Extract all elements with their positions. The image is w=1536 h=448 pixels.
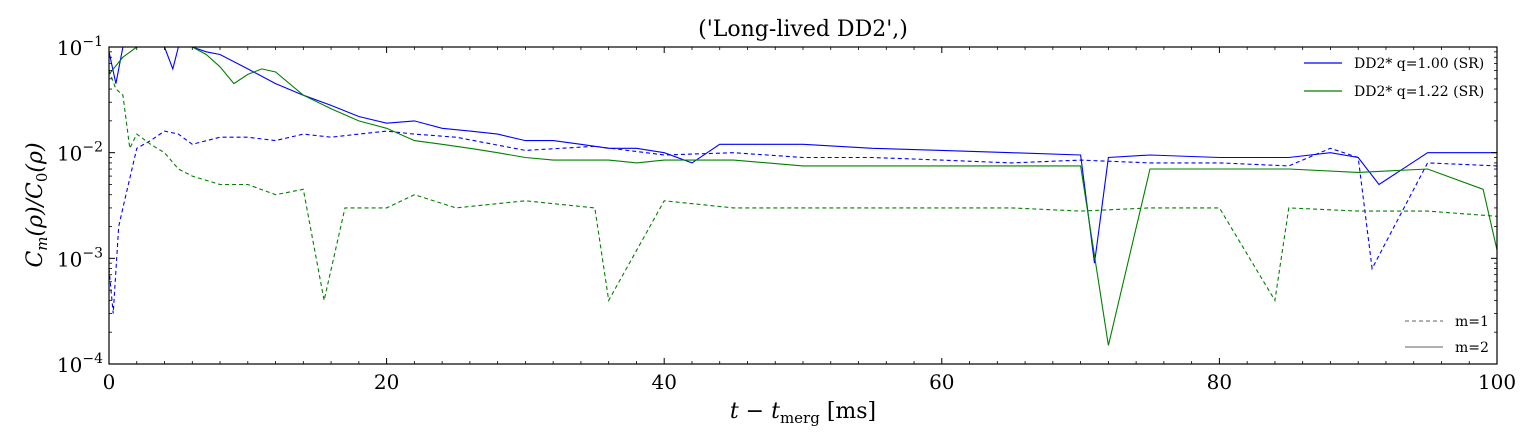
series-line-q122-m1: [109, 70, 1497, 303]
chart-title: ('Long-lived DD2',): [698, 17, 908, 42]
y-tick-label: 10−1: [57, 34, 103, 60]
series-legend: DD2* q=1.00 (SR) DD2* q=1.22 (SR): [1304, 56, 1484, 100]
plot-frame: [108, 46, 1498, 365]
x-tick-label: 60: [929, 370, 954, 394]
series-line-q100-m2: [109, 47, 1497, 264]
style-legend-label-m1: m=1: [1455, 314, 1489, 330]
x-tick-label: 100: [1478, 370, 1516, 394]
legend-label-q100: DD2* q=1.00 (SR): [1354, 56, 1484, 72]
style-legend: m=1 m=2: [1405, 314, 1489, 356]
x-tick-label: 40: [651, 370, 676, 394]
x-tick-label: 20: [374, 370, 399, 394]
x-tick-label: 80: [1207, 370, 1232, 394]
x-tick-label: 0: [103, 370, 116, 394]
y-axis-label: Cm(ρ)/C0(ρ): [23, 142, 51, 267]
style-legend-label-m2: m=2: [1455, 340, 1489, 356]
series-line-q100-m1: [109, 130, 1497, 314]
tick-layer: 0 20 40 60 80 100 10−1 10−2 10−3 10−4: [57, 34, 1516, 394]
series-layer: [109, 47, 1497, 346]
series-line-q122-m2: [109, 47, 1497, 346]
y-tick-label: 10−4: [57, 351, 103, 377]
legend-label-q122: DD2* q=1.22 (SR): [1354, 84, 1484, 100]
y-tick-label: 10−3: [57, 245, 103, 271]
y-tick-label: 10−2: [57, 140, 103, 166]
x-axis-label: t − tmerg [ms]: [730, 399, 876, 427]
